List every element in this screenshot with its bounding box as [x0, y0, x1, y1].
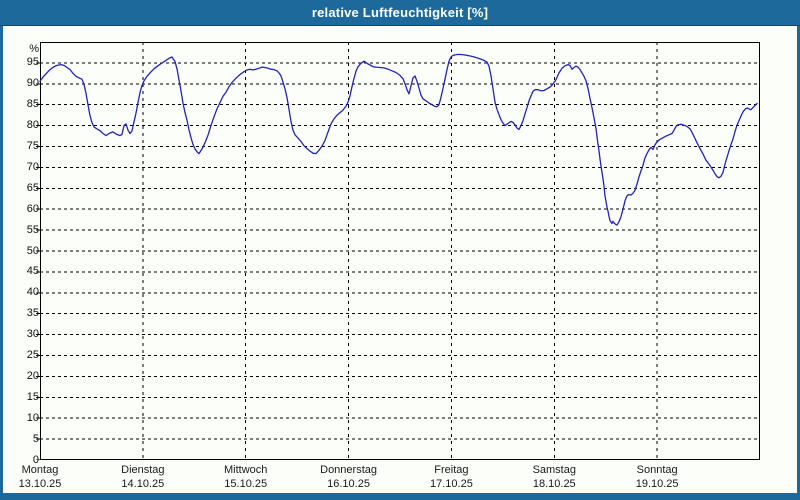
y-axis-tick-label: 70 [26, 160, 39, 173]
y-axis-tick-label: 55 [26, 223, 39, 236]
humidity-series-line [39, 53, 758, 226]
y-axis-tick-label: 80 [26, 119, 39, 132]
x-axis-day-label: Donnerstag [320, 464, 377, 476]
y-axis-tick-label: 15 [26, 390, 39, 403]
y-axis-tick-label: 30 [26, 328, 39, 341]
humidity-line-chart [36, 42, 760, 460]
x-axis-date-label: 14.10.25 [121, 478, 165, 490]
x-axis-date-label: 13.10.25 [18, 478, 62, 490]
y-axis-tick-label: 35 [26, 307, 39, 320]
window-titlebar[interactable]: relative Luftfeuchtigkeit [%] [0, 0, 800, 26]
chart-area: % 0 5 10 15 20 25 30 35 40 45 50 55 60 65 70 75 80 85 90 95… [3, 26, 797, 493]
x-axis-day-label: Dienstag [121, 464, 165, 476]
y-axis-tick-label: 75 [26, 140, 39, 152]
x-axis-day-label: Mittwoch [224, 464, 268, 476]
y-axis-tick-label: 50 [26, 244, 39, 257]
y-axis-tick-label: 95 [26, 56, 39, 69]
y-axis-tick-label: 10 [26, 411, 39, 424]
x-axis-day-label: Sonntag [636, 464, 678, 476]
y-axis-tick-label: 60 [26, 202, 39, 215]
y-axis-tick-label: 20 [26, 369, 39, 382]
y-axis-tick-label: 40 [26, 286, 39, 299]
y-axis-unit-label: % [29, 43, 39, 55]
window-title: relative Luftfeuchtigkeit [%] [311, 5, 489, 20]
y-axis-tick-label: 65 [26, 181, 39, 194]
x-axis-date-label: 17.10.25 [430, 478, 473, 490]
y-axis-tick-label: 85 [26, 98, 39, 111]
y-axis-tick-label: 25 [26, 349, 39, 361]
x-axis-date-label: 18.10.25 [532, 478, 576, 490]
y-axis-tick-label: 90 [26, 77, 39, 90]
x-axis-day-label: Montag [21, 464, 59, 476]
y-axis-tick-label: 5 [32, 432, 39, 445]
x-axis-day-label: Samstag [532, 464, 576, 476]
x-axis-date-label: 19.10.25 [635, 478, 679, 490]
x-axis-day-label: Freitag [434, 464, 469, 476]
y-axis-tick-label: 0 [32, 453, 39, 466]
plot-frame [40, 42, 760, 460]
x-axis-date-label: 16.10.25 [327, 478, 370, 490]
x-axis-date-label: 15.10.25 [224, 478, 268, 490]
y-axis-tick-label: 45 [26, 265, 39, 278]
